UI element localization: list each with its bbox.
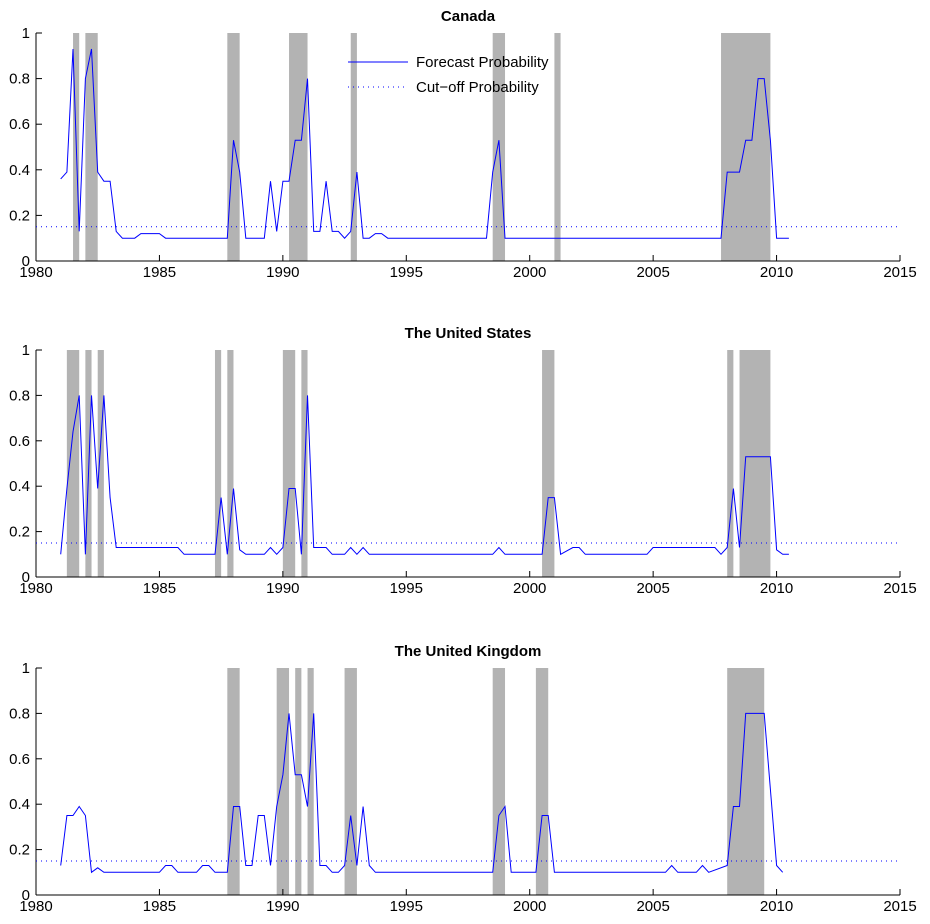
- recession-band: [542, 350, 555, 577]
- x-tick-label: 2005: [636, 580, 669, 597]
- chart-panel-3: 0 0.2 0.4 0.6 0.8 1 1980 1985 1990 1995 2000 2005 20…: [9, 643, 917, 915]
- recession-band: [227, 350, 234, 577]
- x-tick-label: 2015: [883, 580, 916, 597]
- x-tick-label: 2000: [513, 264, 546, 281]
- legend: Forecast Probability Cut−off Probability: [348, 54, 549, 96]
- y-tick-label: 0: [22, 569, 30, 586]
- y-tick-label: 0: [22, 887, 30, 904]
- recession-band: [214, 350, 222, 577]
- y-tick-label: 0.8: [9, 71, 30, 88]
- forecast-line: [60, 395, 789, 556]
- x-tick-label: 1990: [266, 898, 299, 915]
- recession-band: [727, 350, 734, 577]
- x-tick-label: 1995: [390, 580, 423, 597]
- x-tick-label: 1990: [266, 580, 299, 597]
- recession-band: [289, 33, 308, 261]
- recession-band: [739, 350, 771, 577]
- y-tick-label: 0.4: [9, 478, 30, 495]
- y-tick-label: 1: [22, 25, 30, 42]
- recession-band: [350, 33, 357, 261]
- recession-band: [97, 350, 104, 577]
- y-tick-label: 0.4: [9, 796, 30, 813]
- y-tick-label: 0.6: [9, 433, 30, 450]
- chart-panel-1: 0 0.2 0.4 0.6 0.8 1 1980 1985 1990 1995 2000 2005 20…: [9, 8, 917, 281]
- recession-band: [727, 668, 765, 895]
- x-tick-label: 1980: [19, 898, 52, 915]
- y-tick-label: 0.6: [9, 751, 30, 768]
- recession-band: [307, 668, 314, 895]
- y-tick-label: 1: [22, 660, 30, 677]
- recession-band: [85, 33, 98, 261]
- recession-band: [492, 668, 506, 895]
- x-tick-label: 2000: [513, 580, 546, 597]
- recession-band: [282, 350, 296, 577]
- y-tick-label: 0.2: [9, 842, 30, 859]
- x-tick-label: 2010: [760, 898, 793, 915]
- recession-band: [66, 350, 80, 577]
- x-tick-label: 1995: [390, 264, 423, 281]
- y-tick-label: 0.4: [9, 162, 30, 179]
- legend-cutoff-label: Cut−off Probability: [416, 79, 539, 96]
- x-tick-label: 1980: [19, 580, 52, 597]
- y-tick-label: 0: [22, 253, 30, 270]
- x-tick-label: 1990: [266, 264, 299, 281]
- y-tick-label: 0.6: [9, 116, 30, 133]
- x-tick-label: 2015: [883, 898, 916, 915]
- recession-band: [227, 668, 240, 895]
- x-tick-label: 2010: [760, 580, 793, 597]
- forecast-line: [60, 48, 789, 239]
- recession-band: [721, 33, 771, 261]
- x-tick-label: 2005: [636, 898, 669, 915]
- legend-forecast-label: Forecast Probability: [416, 54, 549, 71]
- y-tick-label: 0.2: [9, 207, 30, 224]
- forecast-line: [60, 712, 784, 874]
- chart-title: The United Kingdom: [395, 643, 542, 660]
- chart-title: Canada: [441, 8, 496, 25]
- y-tick-label: 0.8: [9, 705, 30, 722]
- y-tick-label: 1: [22, 342, 30, 359]
- x-tick-label: 1995: [390, 898, 423, 915]
- x-tick-label: 2015: [883, 264, 916, 281]
- recession-band: [295, 668, 302, 895]
- x-tick-label: 2000: [513, 898, 546, 915]
- chart-panel-2: 0 0.2 0.4 0.6 0.8 1 1980 1985 1990 1995 2000 2005 20…: [9, 325, 917, 597]
- x-tick-label: 1980: [19, 264, 52, 281]
- y-tick-label: 0.2: [9, 524, 30, 541]
- chart-title: The United States: [405, 325, 532, 342]
- x-tick-label: 1985: [143, 264, 176, 281]
- x-tick-label: 1985: [143, 898, 176, 915]
- x-tick-label: 2010: [760, 264, 793, 281]
- x-tick-label: 1985: [143, 580, 176, 597]
- recession-band: [554, 33, 561, 261]
- x-tick-label: 2005: [636, 264, 669, 281]
- recession-band: [535, 668, 549, 895]
- y-tick-label: 0.8: [9, 387, 30, 404]
- recession-band: [276, 668, 290, 895]
